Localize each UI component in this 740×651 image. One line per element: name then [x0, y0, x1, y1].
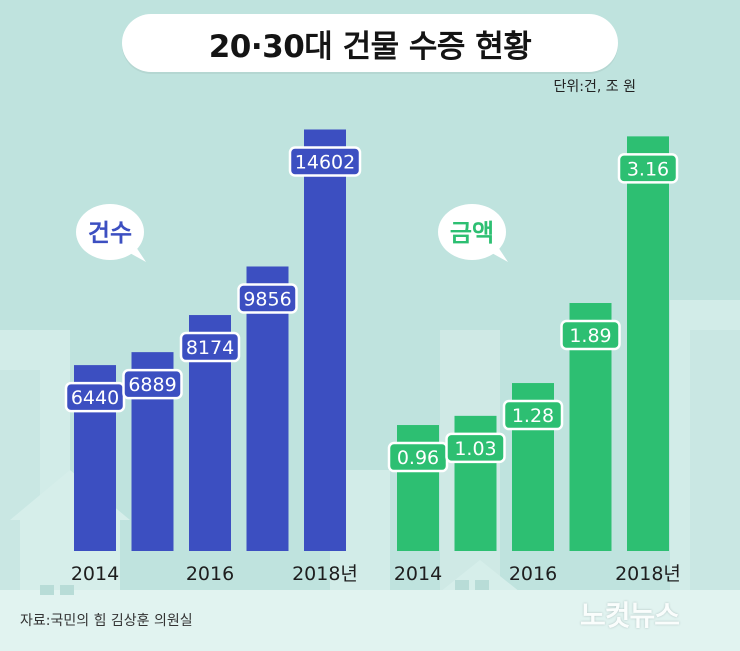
amount-x-tick-label: 2018년: [615, 563, 681, 585]
count-value-badge: [179, 331, 241, 363]
source-label: 자료:국민의 힘 김상훈 의원실: [20, 613, 193, 629]
count-bar-2017: [246, 266, 289, 551]
count-value-label: 8174: [186, 337, 234, 359]
amount-value-badge: [502, 399, 564, 431]
page-title: 20·30대 건물 수증 현황: [122, 14, 618, 72]
count-bar-chart: 6440 2014 6889 8174 2016 9856 14602 2018년: [64, 129, 362, 585]
publisher-logo-text: 노컷뉴스: [580, 599, 680, 632]
amount-value-label: 0.96: [397, 447, 439, 469]
amount-value-label: 1.28: [512, 405, 554, 427]
count-value-badge: [237, 283, 298, 314]
amount-value-label: 1.03: [454, 438, 496, 460]
count-value-badge: [288, 146, 362, 177]
count-value-label: 14602: [295, 151, 355, 173]
count-bar-2018: [304, 129, 346, 551]
count-value-label: 9856: [243, 288, 291, 310]
count-x-tick-label: 2016: [186, 563, 234, 585]
publisher-logo: 노컷뉴스: [580, 594, 680, 634]
speech-bubble-amount: 금액: [438, 204, 508, 262]
bubble-label-count: 건수: [88, 219, 132, 247]
count-value-label: 6889: [128, 374, 176, 396]
unit-label: 단위:건, 조 원: [553, 79, 636, 95]
speech-bubble-count: 건수: [76, 204, 146, 262]
amount-value-badge: [445, 432, 506, 464]
count-x-tick-label: 2018년: [292, 563, 358, 585]
amount-x-tick-label: 2016: [509, 563, 557, 585]
bubble-label-amount: 금액: [450, 219, 494, 247]
count-value-badge: [122, 368, 183, 400]
amount-bar-chart: 0.96 2014 1.03 1.28 2016 1.89 3.16 2018년: [387, 136, 681, 585]
count-value-label: 6440: [71, 387, 119, 409]
amount-value-label: 3.16: [627, 158, 669, 180]
count-x-tick-label: 2014: [71, 563, 119, 585]
amount-x-tick-label: 2014: [394, 563, 442, 585]
amount-value-label: 1.89: [569, 325, 611, 347]
amount-bar-2018: [627, 136, 669, 551]
amount-value-badge: [617, 153, 679, 184]
amount-value-badge: [560, 319, 621, 351]
